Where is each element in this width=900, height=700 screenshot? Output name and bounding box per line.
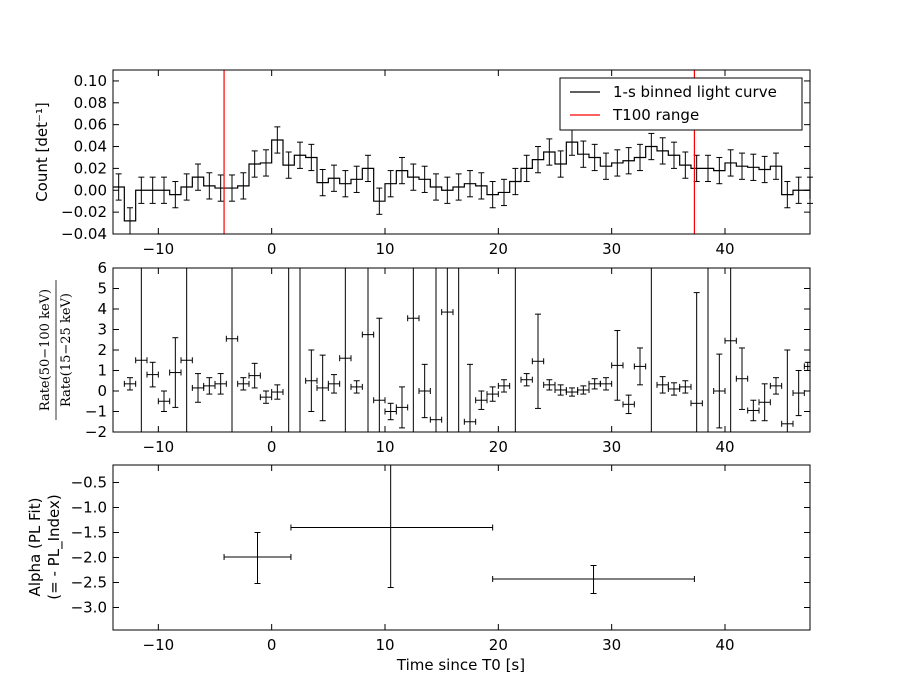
count-ytick-label: −0.04 bbox=[61, 225, 107, 243]
ratio-ytick-label: 1 bbox=[97, 362, 107, 380]
alpha-ylabel-line2: (= - PL_Index) bbox=[45, 494, 64, 599]
ratio-ytick-label: 3 bbox=[97, 321, 107, 339]
alpha-xtick-label: 20 bbox=[489, 636, 508, 654]
ratio-xtick-label: 30 bbox=[602, 438, 621, 456]
alpha-panel: −10 0 10 20 30 40 −3.0 −2.5 −2.0 −1.5 −1.0 −0.5 Alp… bbox=[26, 464, 811, 674]
alpha-data-layer bbox=[223, 464, 695, 594]
ratio-ytick-label: 0 bbox=[97, 382, 107, 400]
alpha-xtick-label: 30 bbox=[602, 636, 621, 654]
ratio-ytick-label: −2 bbox=[85, 423, 107, 441]
ratio-ylabel-numerator: Rate(50−100 keV) bbox=[38, 289, 53, 411]
count-xtick-label: 30 bbox=[602, 240, 621, 258]
alpha-xlabel: Time since T0 [s] bbox=[396, 656, 525, 674]
alpha-xtick-label: 0 bbox=[267, 636, 277, 654]
ratio-data-layer bbox=[123, 268, 811, 433]
alpha-xtick-label: −10 bbox=[143, 636, 175, 654]
alpha-ytick-label: −3.0 bbox=[71, 599, 107, 617]
light-curve-step-line bbox=[113, 139, 811, 222]
alpha-ytick-label: −2.0 bbox=[71, 549, 107, 567]
count-ytick-label: 0.04 bbox=[74, 138, 107, 156]
count-ytick-label: 0.02 bbox=[74, 159, 107, 177]
ratio-xtick-label: 10 bbox=[375, 438, 394, 456]
count-xtick-label: 40 bbox=[715, 240, 734, 258]
count-ylabel: Count [det⁻¹] bbox=[33, 102, 51, 202]
alpha-axes-frame bbox=[112, 464, 811, 631]
ratio-ylabel: Rate(50−100 keV) Rate(15−25 keV) bbox=[38, 280, 74, 420]
count-xtick-label: 0 bbox=[267, 240, 277, 258]
legend-label-t100: T100 range bbox=[612, 106, 699, 124]
ratio-ytick-label: 6 bbox=[97, 259, 107, 277]
ratio-xtick-label: −10 bbox=[143, 438, 175, 456]
alpha-ylabel-line1: Alpha (PL Fit) bbox=[26, 498, 44, 597]
ratio-xtick-label: 0 bbox=[267, 438, 277, 456]
count-xtick-label: −10 bbox=[143, 240, 175, 258]
ratio-ylabel-denominator: Rate(15−25 keV) bbox=[59, 293, 74, 407]
alpha-ytick-label: −1.0 bbox=[71, 499, 107, 517]
alpha-ytick-label: −0.5 bbox=[71, 474, 107, 492]
ratio-ytick-label: 2 bbox=[97, 341, 107, 359]
count-panel: −10 0 10 20 30 40 −0.04 −0.02 0.00 0.02 0.04 0.06 0.… bbox=[33, 69, 813, 258]
legend-label-lightcurve: 1-s binned light curve bbox=[613, 83, 777, 101]
legend-box bbox=[559, 77, 803, 131]
legend: 1-s binned light curve T100 range bbox=[559, 77, 803, 131]
ratio-ytick-label: −1 bbox=[85, 403, 107, 421]
ratio-xtick-label: 20 bbox=[489, 438, 508, 456]
alpha-xtick-label: 10 bbox=[375, 636, 394, 654]
count-xtick-label: 10 bbox=[375, 240, 394, 258]
count-ticks: −10 0 10 20 30 40 −0.04 −0.02 0.00 0.02 0.04 0.06 0.… bbox=[61, 70, 810, 258]
ratio-ytick-label: 4 bbox=[97, 300, 107, 318]
ratio-ytick-label: 5 bbox=[97, 280, 107, 298]
alpha-ticks: −10 0 10 20 30 40 −3.0 −2.5 −2.0 −1.5 −1.0 −0.5 bbox=[71, 465, 810, 654]
count-ytick-label: 0.08 bbox=[74, 94, 107, 112]
count-ytick-label: −0.02 bbox=[61, 203, 107, 221]
count-data-layer bbox=[113, 70, 813, 235]
ratio-xtick-label: 40 bbox=[715, 438, 734, 456]
count-ytick-label: 0.00 bbox=[74, 181, 107, 199]
alpha-ytick-label: −2.5 bbox=[71, 574, 107, 592]
count-xtick-label: 20 bbox=[489, 240, 508, 258]
count-ytick-label: 0.10 bbox=[74, 72, 107, 90]
alpha-xtick-label: 40 bbox=[715, 636, 734, 654]
count-ytick-label: 0.06 bbox=[74, 116, 107, 134]
count-axes-frame bbox=[112, 69, 811, 235]
alpha-ytick-label: −1.5 bbox=[71, 524, 107, 542]
ratio-axes-frame bbox=[112, 267, 811, 433]
